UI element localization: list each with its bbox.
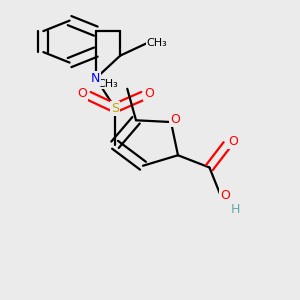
- Text: CH₃: CH₃: [98, 79, 118, 88]
- Text: O: O: [78, 86, 88, 100]
- Text: O: O: [228, 136, 238, 148]
- Text: O: O: [220, 189, 230, 202]
- Text: S: S: [111, 101, 119, 115]
- Text: O: O: [170, 113, 180, 126]
- Text: N: N: [91, 72, 101, 85]
- Text: O: O: [144, 86, 154, 100]
- Text: H: H: [231, 203, 240, 216]
- Text: CH₃: CH₃: [147, 38, 167, 48]
